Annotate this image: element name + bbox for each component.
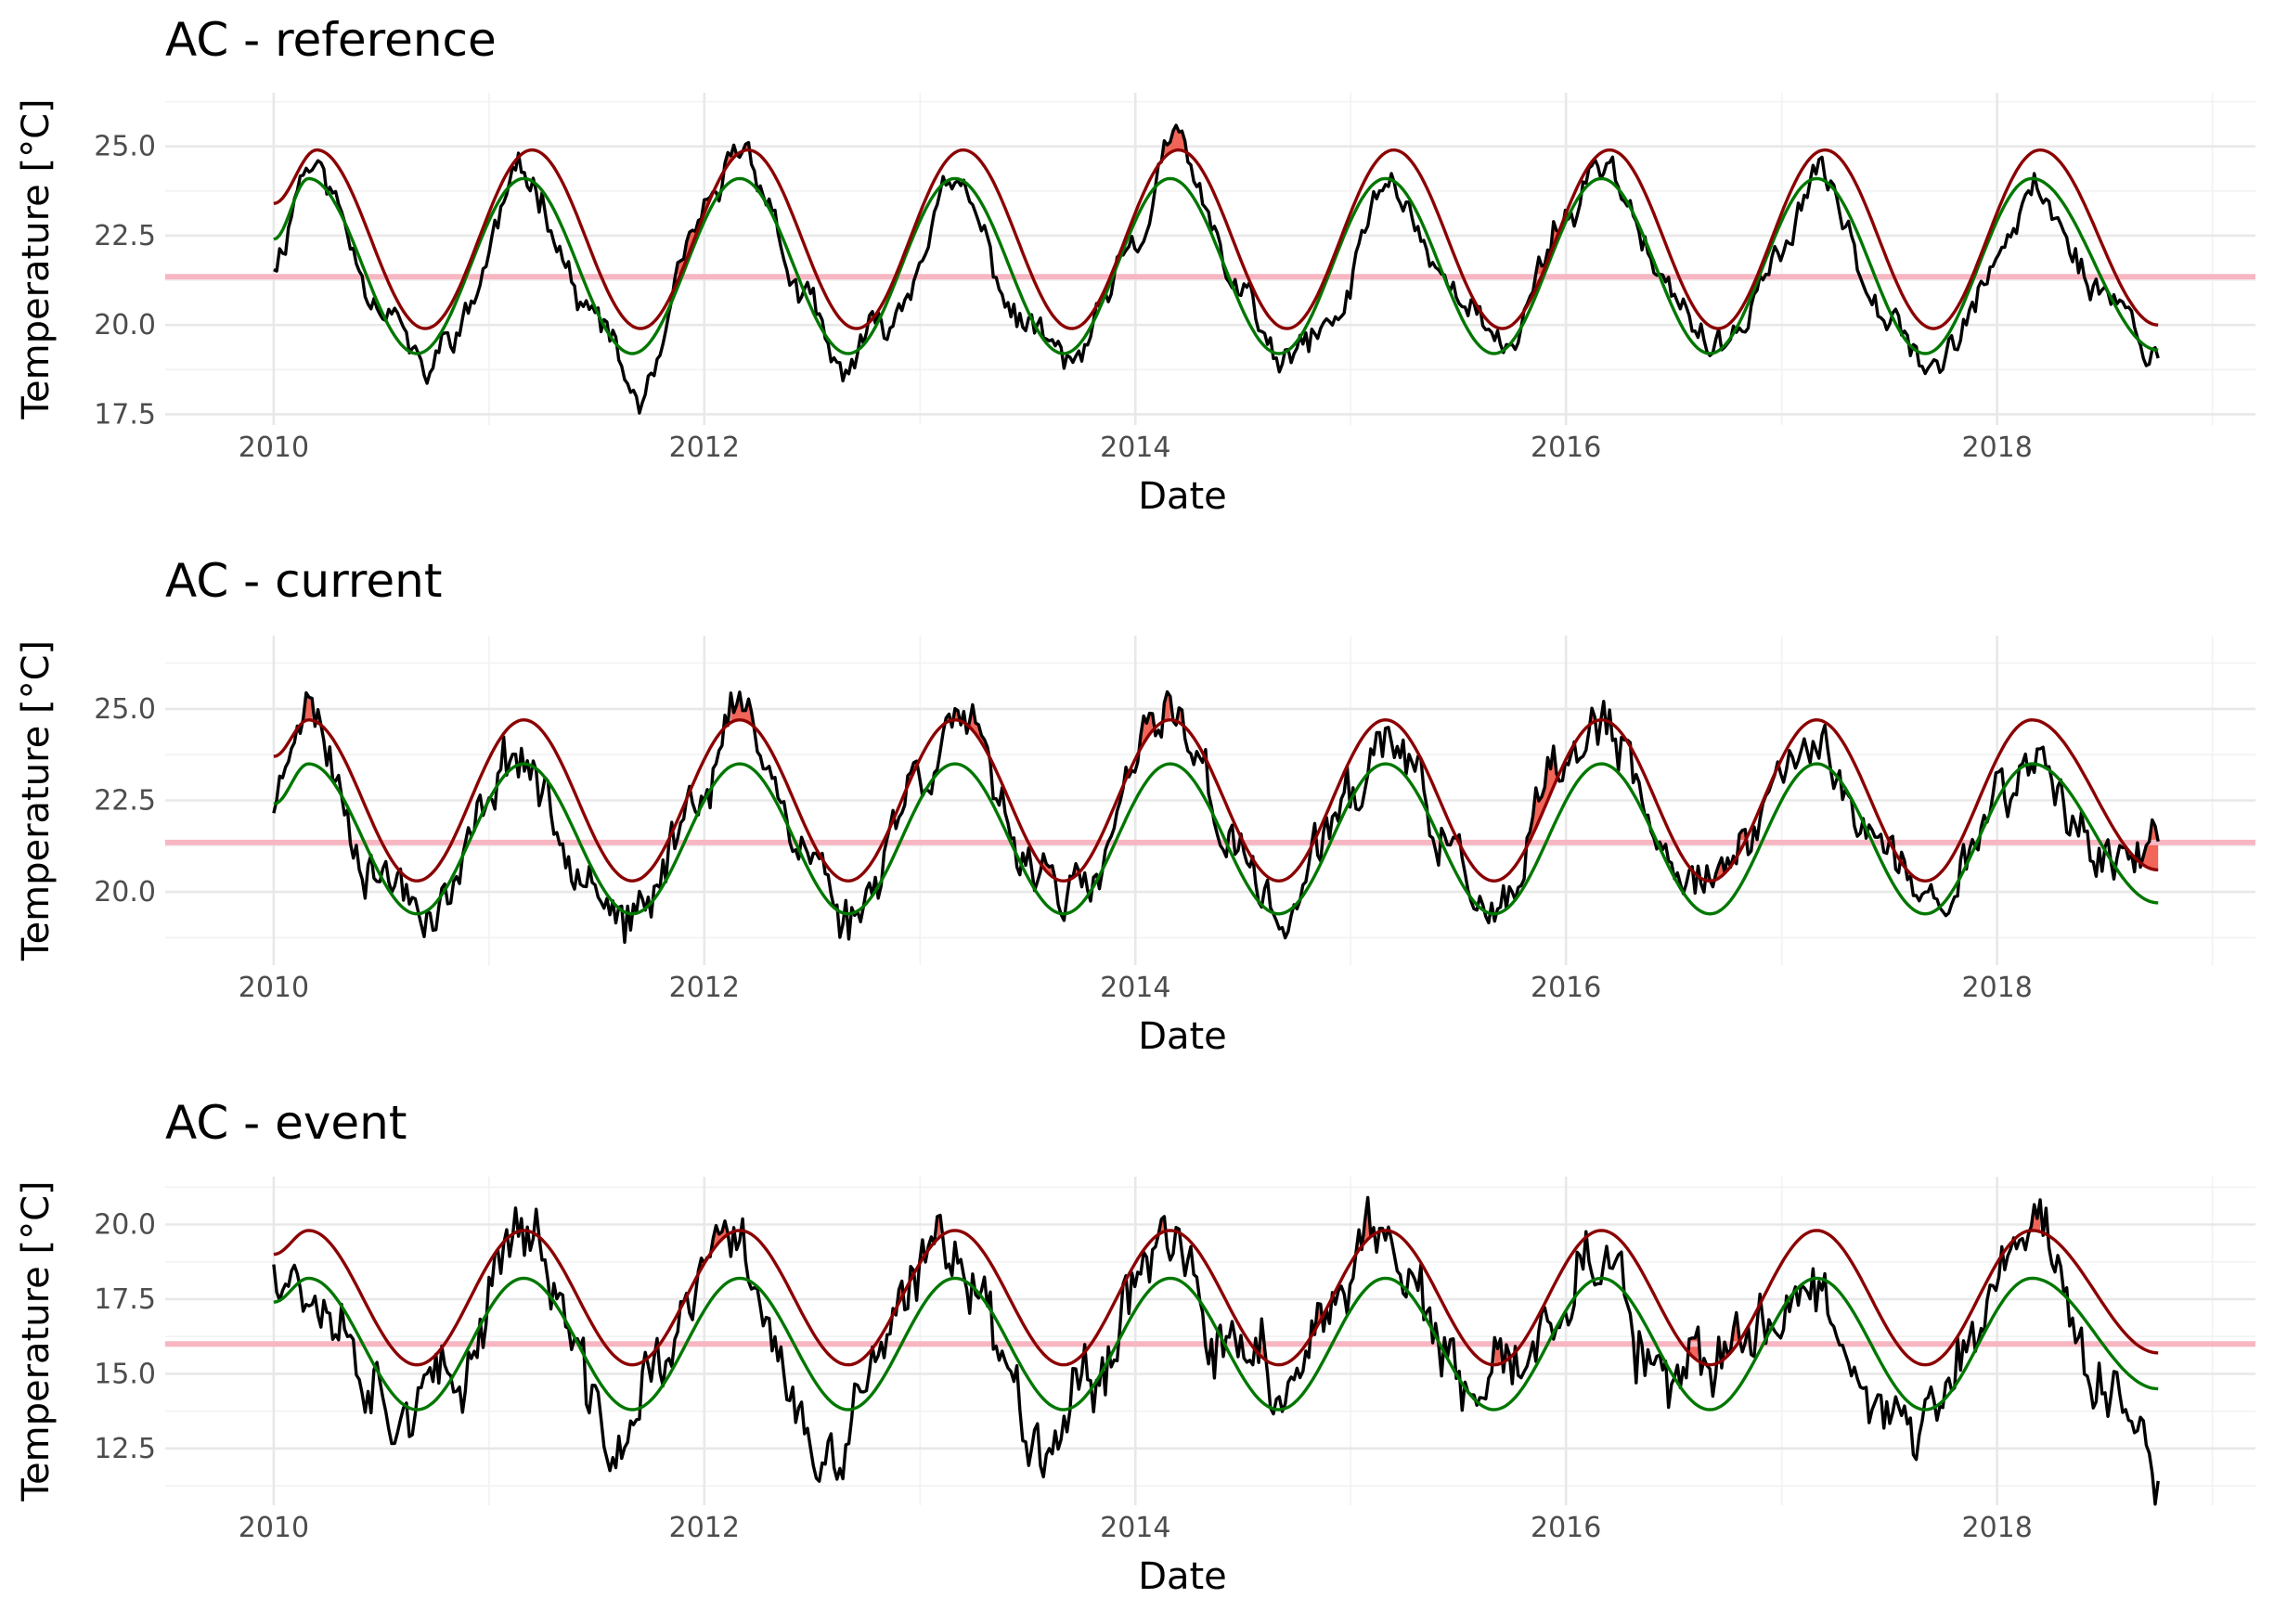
x-tick-label: 2018	[1961, 1512, 2032, 1544]
x-tick-label: 2012	[669, 1512, 740, 1544]
y-tick-label: 22.5	[94, 785, 156, 818]
x-axis-label: Date	[1138, 1555, 1227, 1598]
x-axis-label: Date	[1138, 1015, 1227, 1058]
y-tick-label: 20.0	[94, 1208, 156, 1241]
event-fill	[1527, 745, 1557, 846]
climatology-line	[273, 1276, 2159, 1411]
panel-title: AC - reference	[165, 13, 497, 67]
y-tick-label: 17.5	[94, 1283, 156, 1316]
threshold-line	[273, 1229, 2159, 1367]
y-tick-label: 15.0	[94, 1358, 156, 1390]
threshold-line	[273, 717, 2159, 883]
panel-ac-current: 20.0 22.5 25.0 2010 2012 2014 2016 2018 AC - cur…	[15, 554, 2255, 1058]
x-tick-label: 2014	[1100, 1512, 1170, 1544]
climatology-line	[273, 762, 2159, 916]
x-tick-label: 2018	[1961, 432, 2032, 464]
y-tick-label: 17.5	[94, 398, 156, 431]
x-tick-label: 2016	[1531, 1512, 1601, 1544]
temperature-line	[272, 690, 2160, 945]
y-axis-label: Temperature [°C]	[15, 640, 58, 961]
x-tick-label: 2018	[1961, 972, 2032, 1004]
event-fill	[1715, 857, 1728, 880]
panel-ac-reference: 17.5 20.0 22.5 25.0 2010 2012 2014 2016 2018 AC -…	[15, 13, 2255, 518]
temperature-line	[272, 1195, 2160, 1506]
panel-title: AC - event	[165, 1096, 407, 1150]
x-tick-label: 2014	[1100, 972, 1170, 1004]
y-tick-label: 20.0	[94, 876, 156, 909]
x-tick-label: 2010	[239, 432, 309, 464]
x-axis-label: Date	[1138, 475, 1227, 518]
y-tick-label: 20.0	[94, 309, 156, 342]
x-tick-label: 2016	[1531, 432, 1601, 464]
event-fill	[1043, 854, 1053, 877]
y-tick-label: 22.5	[94, 220, 156, 252]
panel-ac-event: 12.5 15.0 17.5 20.0 2010 2012 2014 2016 2018 AC -…	[15, 1096, 2255, 1598]
x-tick-label: 2010	[239, 972, 309, 1004]
y-tick-label: 25.0	[94, 693, 156, 726]
x-tick-label: 2016	[1531, 972, 1601, 1004]
temperature-line	[273, 123, 2160, 415]
x-tick-label: 2012	[669, 432, 740, 464]
y-axis-label: Temperature [°C]	[15, 1180, 58, 1502]
y-axis-label: Temperature [°C]	[15, 98, 58, 419]
y-tick-label: 25.0	[94, 131, 156, 163]
threshold-line	[273, 148, 2159, 330]
climatology-line	[273, 176, 2159, 355]
x-tick-label: 2012	[669, 972, 740, 1004]
x-tick-label: 2014	[1100, 432, 1170, 464]
y-tick-label: 12.5	[94, 1433, 156, 1465]
x-tick-label: 2010	[239, 1512, 309, 1544]
panel-title: AC - current	[165, 554, 442, 608]
